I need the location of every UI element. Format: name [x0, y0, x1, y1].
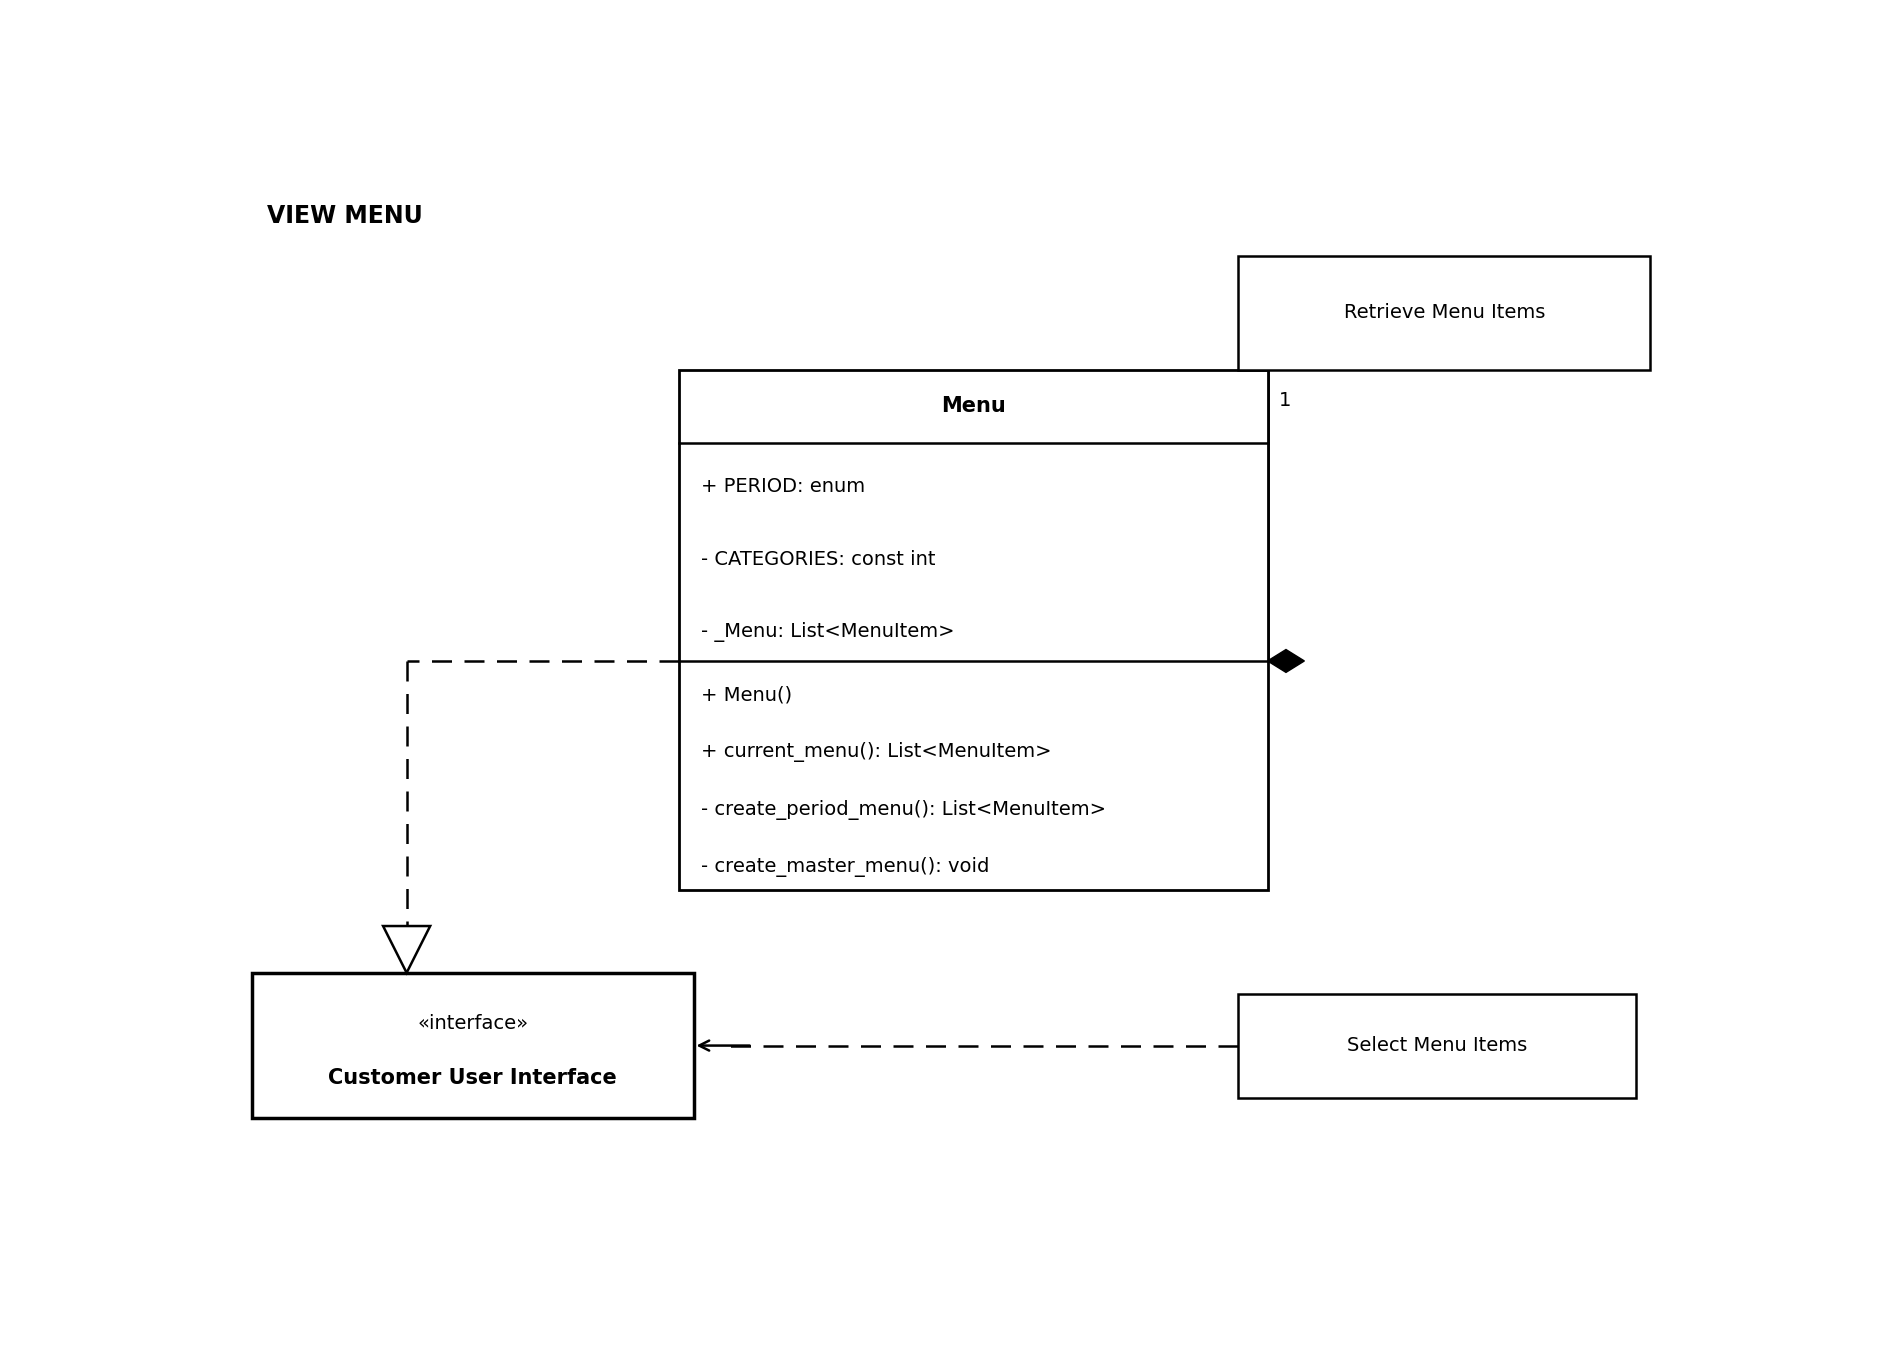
Text: - create_master_menu(): void: - create_master_menu(): void: [700, 857, 989, 876]
Text: Select Menu Items: Select Menu Items: [1346, 1035, 1526, 1056]
Text: + Menu(): + Menu(): [700, 686, 791, 705]
Text: - CATEGORIES: const int: - CATEGORIES: const int: [700, 549, 936, 568]
FancyBboxPatch shape: [252, 973, 693, 1118]
Text: Menu: Menu: [940, 397, 1006, 416]
Polygon shape: [1268, 649, 1304, 672]
Text: + current_menu(): List<MenuItem>: + current_menu(): List<MenuItem>: [700, 743, 1051, 763]
Text: Retrieve Menu Items: Retrieve Menu Items: [1342, 304, 1545, 323]
Text: VIEW MENU: VIEW MENU: [266, 204, 423, 228]
Text: + PERIOD: enum: + PERIOD: enum: [700, 477, 865, 495]
Text: Customer User Interface: Customer User Interface: [328, 1068, 617, 1088]
FancyBboxPatch shape: [679, 370, 1268, 890]
FancyBboxPatch shape: [1237, 994, 1634, 1098]
Text: 1: 1: [1279, 390, 1291, 409]
Polygon shape: [383, 926, 431, 973]
Text: - create_period_menu(): List<MenuItem>: - create_period_menu(): List<MenuItem>: [700, 799, 1105, 819]
FancyBboxPatch shape: [1237, 255, 1649, 370]
Text: «interface»: «interface»: [418, 1014, 528, 1033]
Text: - _Menu: List<MenuItem>: - _Menu: List<MenuItem>: [700, 622, 955, 641]
